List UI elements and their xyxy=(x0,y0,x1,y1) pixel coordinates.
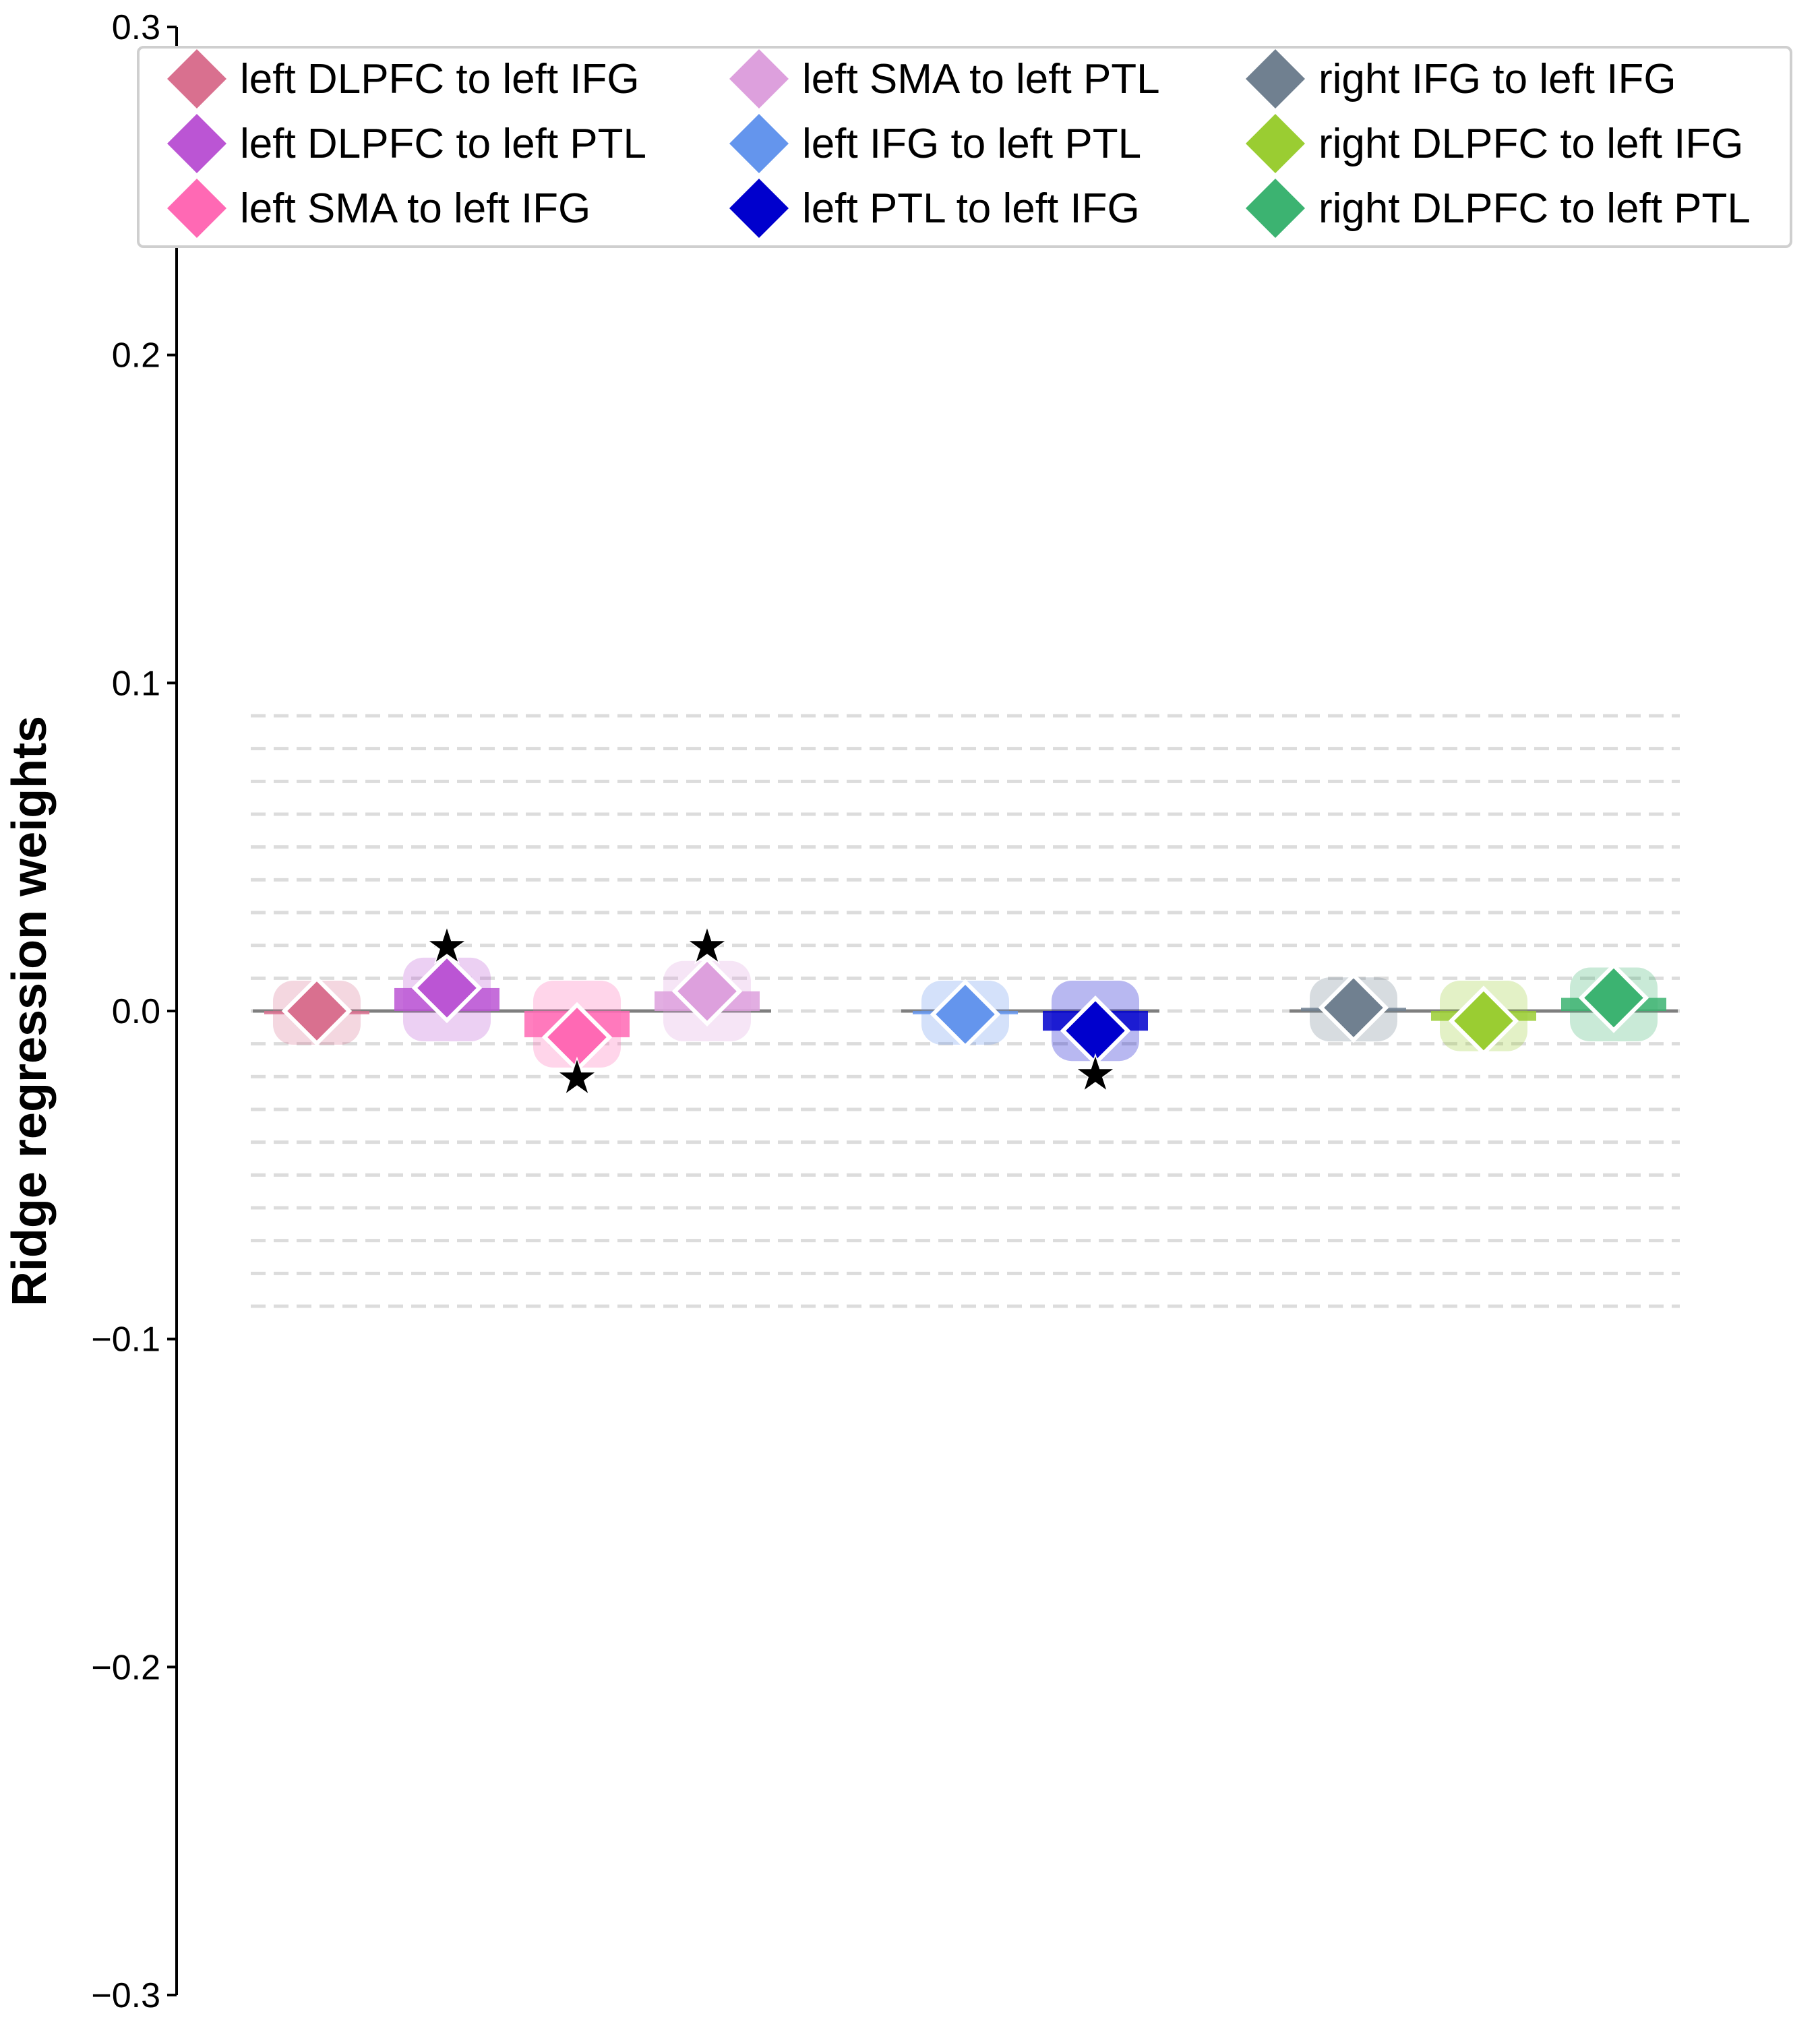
legend-marker xyxy=(1246,179,1305,238)
legend-marker xyxy=(729,114,789,173)
legend-label: left IFG to left PTL xyxy=(802,121,1141,167)
legend-box xyxy=(137,46,1792,248)
markers: ★ ★ ★ ★ xyxy=(281,919,1649,1104)
diamond-point xyxy=(281,975,353,1047)
y-tick-label: −0.2 xyxy=(91,1648,160,1687)
diamond-point xyxy=(1060,995,1131,1066)
diamond-point xyxy=(930,979,1001,1050)
legend-marker xyxy=(729,49,789,109)
legend-label: left SMA to left IFG xyxy=(240,185,590,232)
significance-star: ★ xyxy=(557,1051,598,1103)
significance-star: ★ xyxy=(1075,1048,1116,1099)
y-tick-label: 0.2 xyxy=(112,336,160,375)
significance-star: ★ xyxy=(687,921,728,972)
legend-label: left PTL to left IFG xyxy=(802,185,1140,232)
legend-marker xyxy=(167,49,226,109)
y-axis-label: Ridge regression weights xyxy=(3,716,57,1306)
y-tick-label: 0.3 xyxy=(112,8,160,47)
legend-label: right IFG to left IFG xyxy=(1318,56,1676,102)
diamond-point xyxy=(1318,972,1389,1043)
y-tick-label: −0.3 xyxy=(91,1976,160,2015)
legend-label: left SMA to left PTL xyxy=(802,56,1160,102)
y-tick-label: 0.0 xyxy=(112,992,160,1031)
y-tick-label: −0.1 xyxy=(91,1320,160,1359)
legend-marker xyxy=(729,179,789,238)
legend-marker xyxy=(1246,114,1305,173)
diamond-point xyxy=(1578,962,1649,1033)
legend-marker xyxy=(167,179,226,238)
y-axis: 0.3 0.2 0.1 0.0 −0.1 −0.2 −0.3 xyxy=(91,8,178,2015)
diamond-point xyxy=(671,956,743,1027)
legend-label: left DLPFC to left IFG xyxy=(240,56,640,102)
significance-star: ★ xyxy=(427,921,468,972)
legend: left DLPFC to left IFG left DLPFC to left… xyxy=(137,46,1792,248)
legend-marker xyxy=(1246,49,1305,109)
legend-label: right DLPFC to left IFG xyxy=(1318,121,1744,167)
legend-label: left DLPFC to left PTL xyxy=(240,121,646,167)
legend-label: right DLPFC to left PTL xyxy=(1318,185,1751,232)
diamond-point xyxy=(1448,985,1519,1056)
diamond-point xyxy=(541,1002,613,1073)
diamond-point xyxy=(411,952,483,1024)
y-tick-label: 0.1 xyxy=(112,664,160,703)
legend-marker xyxy=(167,114,226,173)
